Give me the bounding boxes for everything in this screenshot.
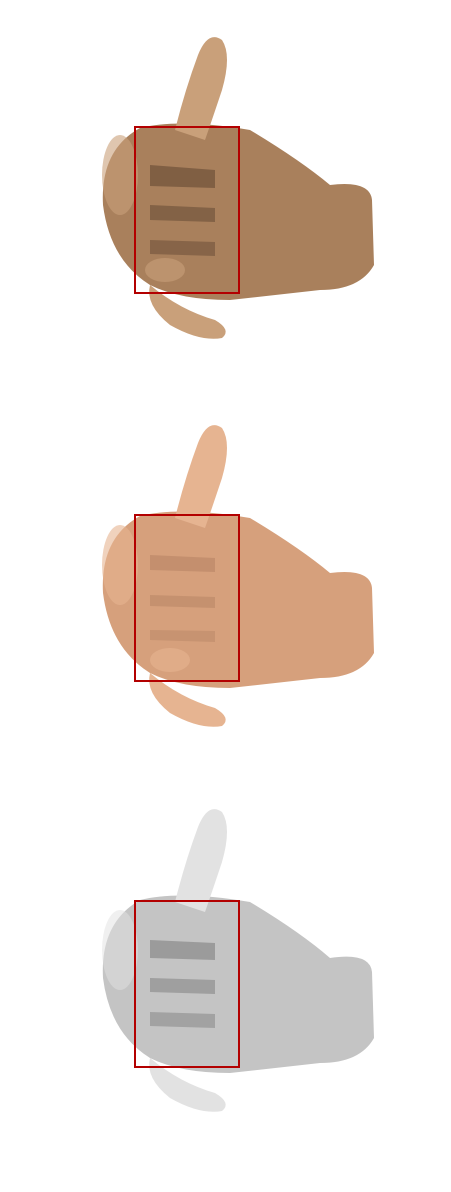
- hand-panel-2: [0, 390, 451, 780]
- region-highlight-box: [134, 900, 240, 1068]
- hand-panel-1: [0, 0, 451, 390]
- hand-panel-3: [0, 780, 451, 1170]
- region-highlight-box: [134, 514, 240, 682]
- region-highlight-box: [134, 126, 240, 294]
